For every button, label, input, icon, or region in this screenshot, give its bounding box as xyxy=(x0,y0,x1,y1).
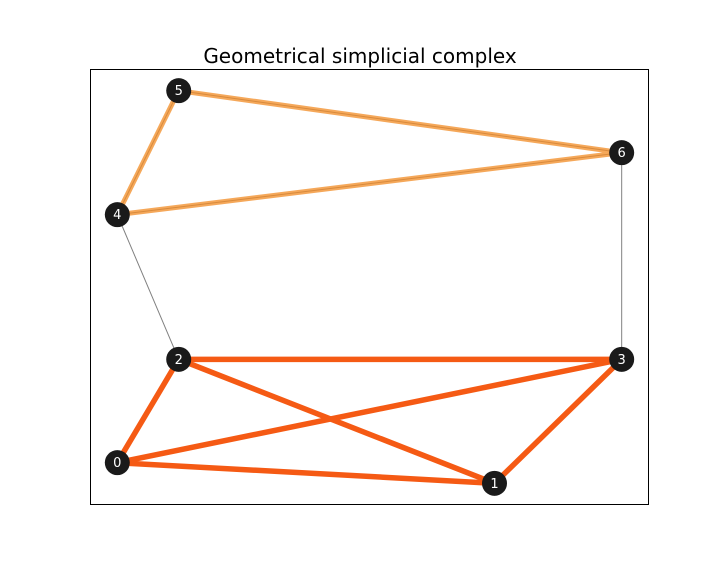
edge-4-5-core xyxy=(116,90,180,215)
node-circle-0 xyxy=(104,450,130,476)
edge-0-2 xyxy=(114,356,182,466)
node-circle-6 xyxy=(609,140,635,166)
node-5: 5 xyxy=(166,78,192,104)
edge-1-3 xyxy=(491,356,625,487)
edge-1-2 xyxy=(175,356,498,487)
node-3: 3 xyxy=(609,346,635,372)
node-label-6: 6 xyxy=(618,146,626,161)
node-label-1: 1 xyxy=(490,477,498,492)
node-circle-3 xyxy=(609,346,635,372)
nodes-layer: 0 1 2 3 4 5 6 xyxy=(104,78,635,496)
node-label-3: 3 xyxy=(618,353,626,368)
node-1: 1 xyxy=(481,470,507,496)
axes-frame xyxy=(90,69,649,505)
edge-4-2 xyxy=(116,214,180,360)
edge-0-3 xyxy=(114,356,625,466)
node-circle-2 xyxy=(166,346,192,372)
node-circle-5 xyxy=(166,78,192,104)
edges-layer xyxy=(114,88,625,487)
node-circle-1 xyxy=(481,470,507,496)
node-6: 6 xyxy=(609,140,635,166)
node-label-2: 2 xyxy=(175,353,183,368)
node-2: 2 xyxy=(166,346,192,372)
node-0: 0 xyxy=(104,450,130,476)
node-label-4: 4 xyxy=(113,208,121,223)
node-circle-4 xyxy=(104,202,130,228)
edge-4-6-core xyxy=(117,152,622,216)
node-label-5: 5 xyxy=(175,84,183,99)
edge-0-1 xyxy=(114,459,498,487)
edge-5-6-core xyxy=(178,90,622,154)
chart-title: Geometrical simplicial complex xyxy=(203,44,517,68)
node-4: 4 xyxy=(104,202,130,228)
node-label-0: 0 xyxy=(113,456,121,471)
